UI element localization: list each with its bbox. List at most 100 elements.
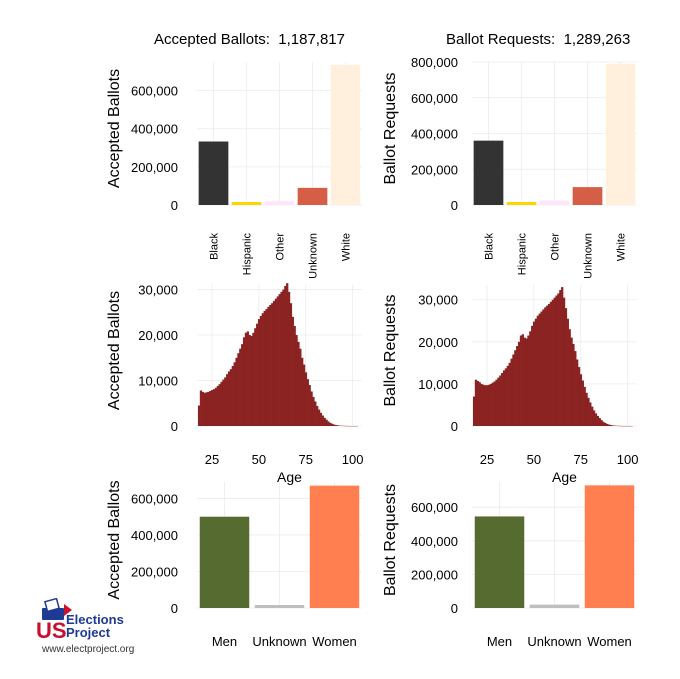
gender-requests-ytick-label: 600,000 [411,500,458,515]
age-accepted-histogram-bar [321,415,324,426]
age-accepted-histogram-bar [257,319,261,426]
gender-requests-bar-unknown [529,604,580,608]
race-accepted-ylabel: Accepted Ballots [106,69,123,188]
age-requests-histogram-bar [532,321,536,426]
age-accepted-histogram-bar [272,300,276,426]
race-accepted-category-label-other: Other [275,233,287,261]
age-accepted-histogram-bar [220,381,223,426]
race-requests-ytick-label: 600,000 [411,91,458,106]
age-requests-histogram-bar [606,423,609,426]
age-requests-xtick-label: 100 [617,452,639,467]
race-requests-category-label-hispanic: Hispanic [517,233,529,276]
age-requests-histogram-bar [579,374,583,426]
age-requests-xtick-label: 75 [574,452,588,467]
age-accepted-histogram-bar [295,335,298,426]
age-accepted-histogram-bar [310,391,313,426]
logo-us: US [36,618,67,643]
age-requests-histogram-bar [568,329,571,426]
age-requests-histogram-bar [484,385,487,426]
age-accepted-histogram-bar [239,348,242,426]
age-accepted-histogram-bar [293,325,296,426]
age-accepted-histogram-bar [306,379,309,426]
age-requests-histogram-bar [546,305,549,426]
age-requests-xtick-label: 50 [527,452,541,467]
age-requests-histogram-bar [574,351,577,426]
age-requests-histogram-bar [502,370,506,426]
age-requests-histogram-bar [561,287,564,426]
age-accepted-histogram-bar [203,392,206,426]
race-requests-category-label-other: Other [550,233,562,261]
age-requests-histogram-bar [587,397,590,426]
age-requests-histogram-bar [562,297,566,426]
age-accepted-histogram-bar [286,283,289,426]
age-accepted-histogram-bar [267,306,270,426]
age-accepted-histogram-bar [323,417,326,426]
race-requests-ytick-label: 400,000 [411,127,458,142]
race-accepted-bar-other [264,201,295,205]
race-accepted-ytick-label: 200,000 [131,160,178,175]
age-accepted-histogram-bar [209,390,212,426]
age-requests-histogram-bar [591,406,594,426]
race-requests-bar-unknown [572,187,603,205]
age-requests-histogram-bar [596,415,599,426]
age-requests-histogram-bar [602,421,605,426]
race-accepted-category-label-hispanic: Hispanic [242,233,254,276]
logo-url: www.electproject.org [41,644,134,655]
age-accepted-histogram-bar [299,348,302,426]
age-requests-histogram-bar [527,335,530,426]
gender-requests-category-label-women: Women [587,634,632,649]
age-requests-histogram-bar [585,392,588,426]
age-requests-histogram-bar [542,309,545,426]
age-requests-histogram-bar [508,362,511,426]
age-accepted-histogram-bar [327,421,330,426]
age-requests-histogram-bar [570,337,573,426]
age-accepted-histogram-bar [231,365,234,426]
age-requests-histogram-bar [519,335,523,426]
age-requests-histogram-bar [474,379,478,426]
age-accepted-histogram-bar [254,328,257,426]
age-accepted-histogram-bar [218,384,221,426]
age-requests-histogram-bar [547,303,551,426]
age-requests-ytick-label: 0 [451,419,458,434]
race-accepted-category-label-unknown: Unknown [308,233,320,279]
age-accepted-histogram-bar [265,309,268,426]
age-requests-histogram-bar [476,380,479,426]
gender-accepted-ylabel: Accepted Ballots [106,480,123,599]
age-requests-histogram-bar [504,368,508,426]
age-requests-histogram-bar [557,293,560,426]
gender-accepted-category-label-women: Women [312,634,357,649]
age-accepted-ylabel: Accepted Ballots [106,291,123,410]
ballot-paper [43,598,61,613]
race-requests-ylabel: Ballot Requests [382,72,399,184]
race-requests-ytick-label: 200,000 [411,162,458,177]
age-requests-histogram-bar [472,396,476,426]
age-requests-histogram-bar [491,382,494,426]
age-requests-histogram-bar [576,359,579,426]
header-accepted-value: 1,187,817 [278,31,345,48]
logo-elections: Elections [66,612,124,627]
race-accepted-bar-hispanic [231,202,262,205]
age-requests-histogram-bar [534,318,538,426]
age-requests-histogram-bar [497,377,500,426]
age-requests-histogram-bar [499,375,502,426]
age-accepted-histogram-bar [316,405,319,426]
age-requests-histogram-bar [501,372,504,426]
header-requests-value: 1,289,263 [563,31,631,48]
age-requests-histogram-bar [478,382,481,426]
age-accepted-histogram-bar [233,362,236,426]
age-accepted-histogram-bar [302,364,306,426]
race-accepted-category-label-black: Black [209,233,221,260]
age-requests-histogram-bar [482,384,485,426]
race-accepted-ytick-label: 0 [171,198,178,213]
age-accepted-histogram-bar [291,316,294,426]
age-accepted-histogram-bar [334,424,338,426]
age-accepted-xlabel: Age [277,469,302,485]
age-accepted-histogram-bar [214,387,218,426]
age-accepted-xtick-label: 50 [252,452,266,467]
age-requests-histogram-bar [583,386,586,426]
race-requests-ytick-label: 0 [451,198,458,213]
age-requests-histogram-bar [581,380,584,426]
age-requests-histogram-bar [538,313,541,426]
gender-requests-bar-men [474,516,525,608]
age-accepted-histogram-bar [229,369,233,426]
